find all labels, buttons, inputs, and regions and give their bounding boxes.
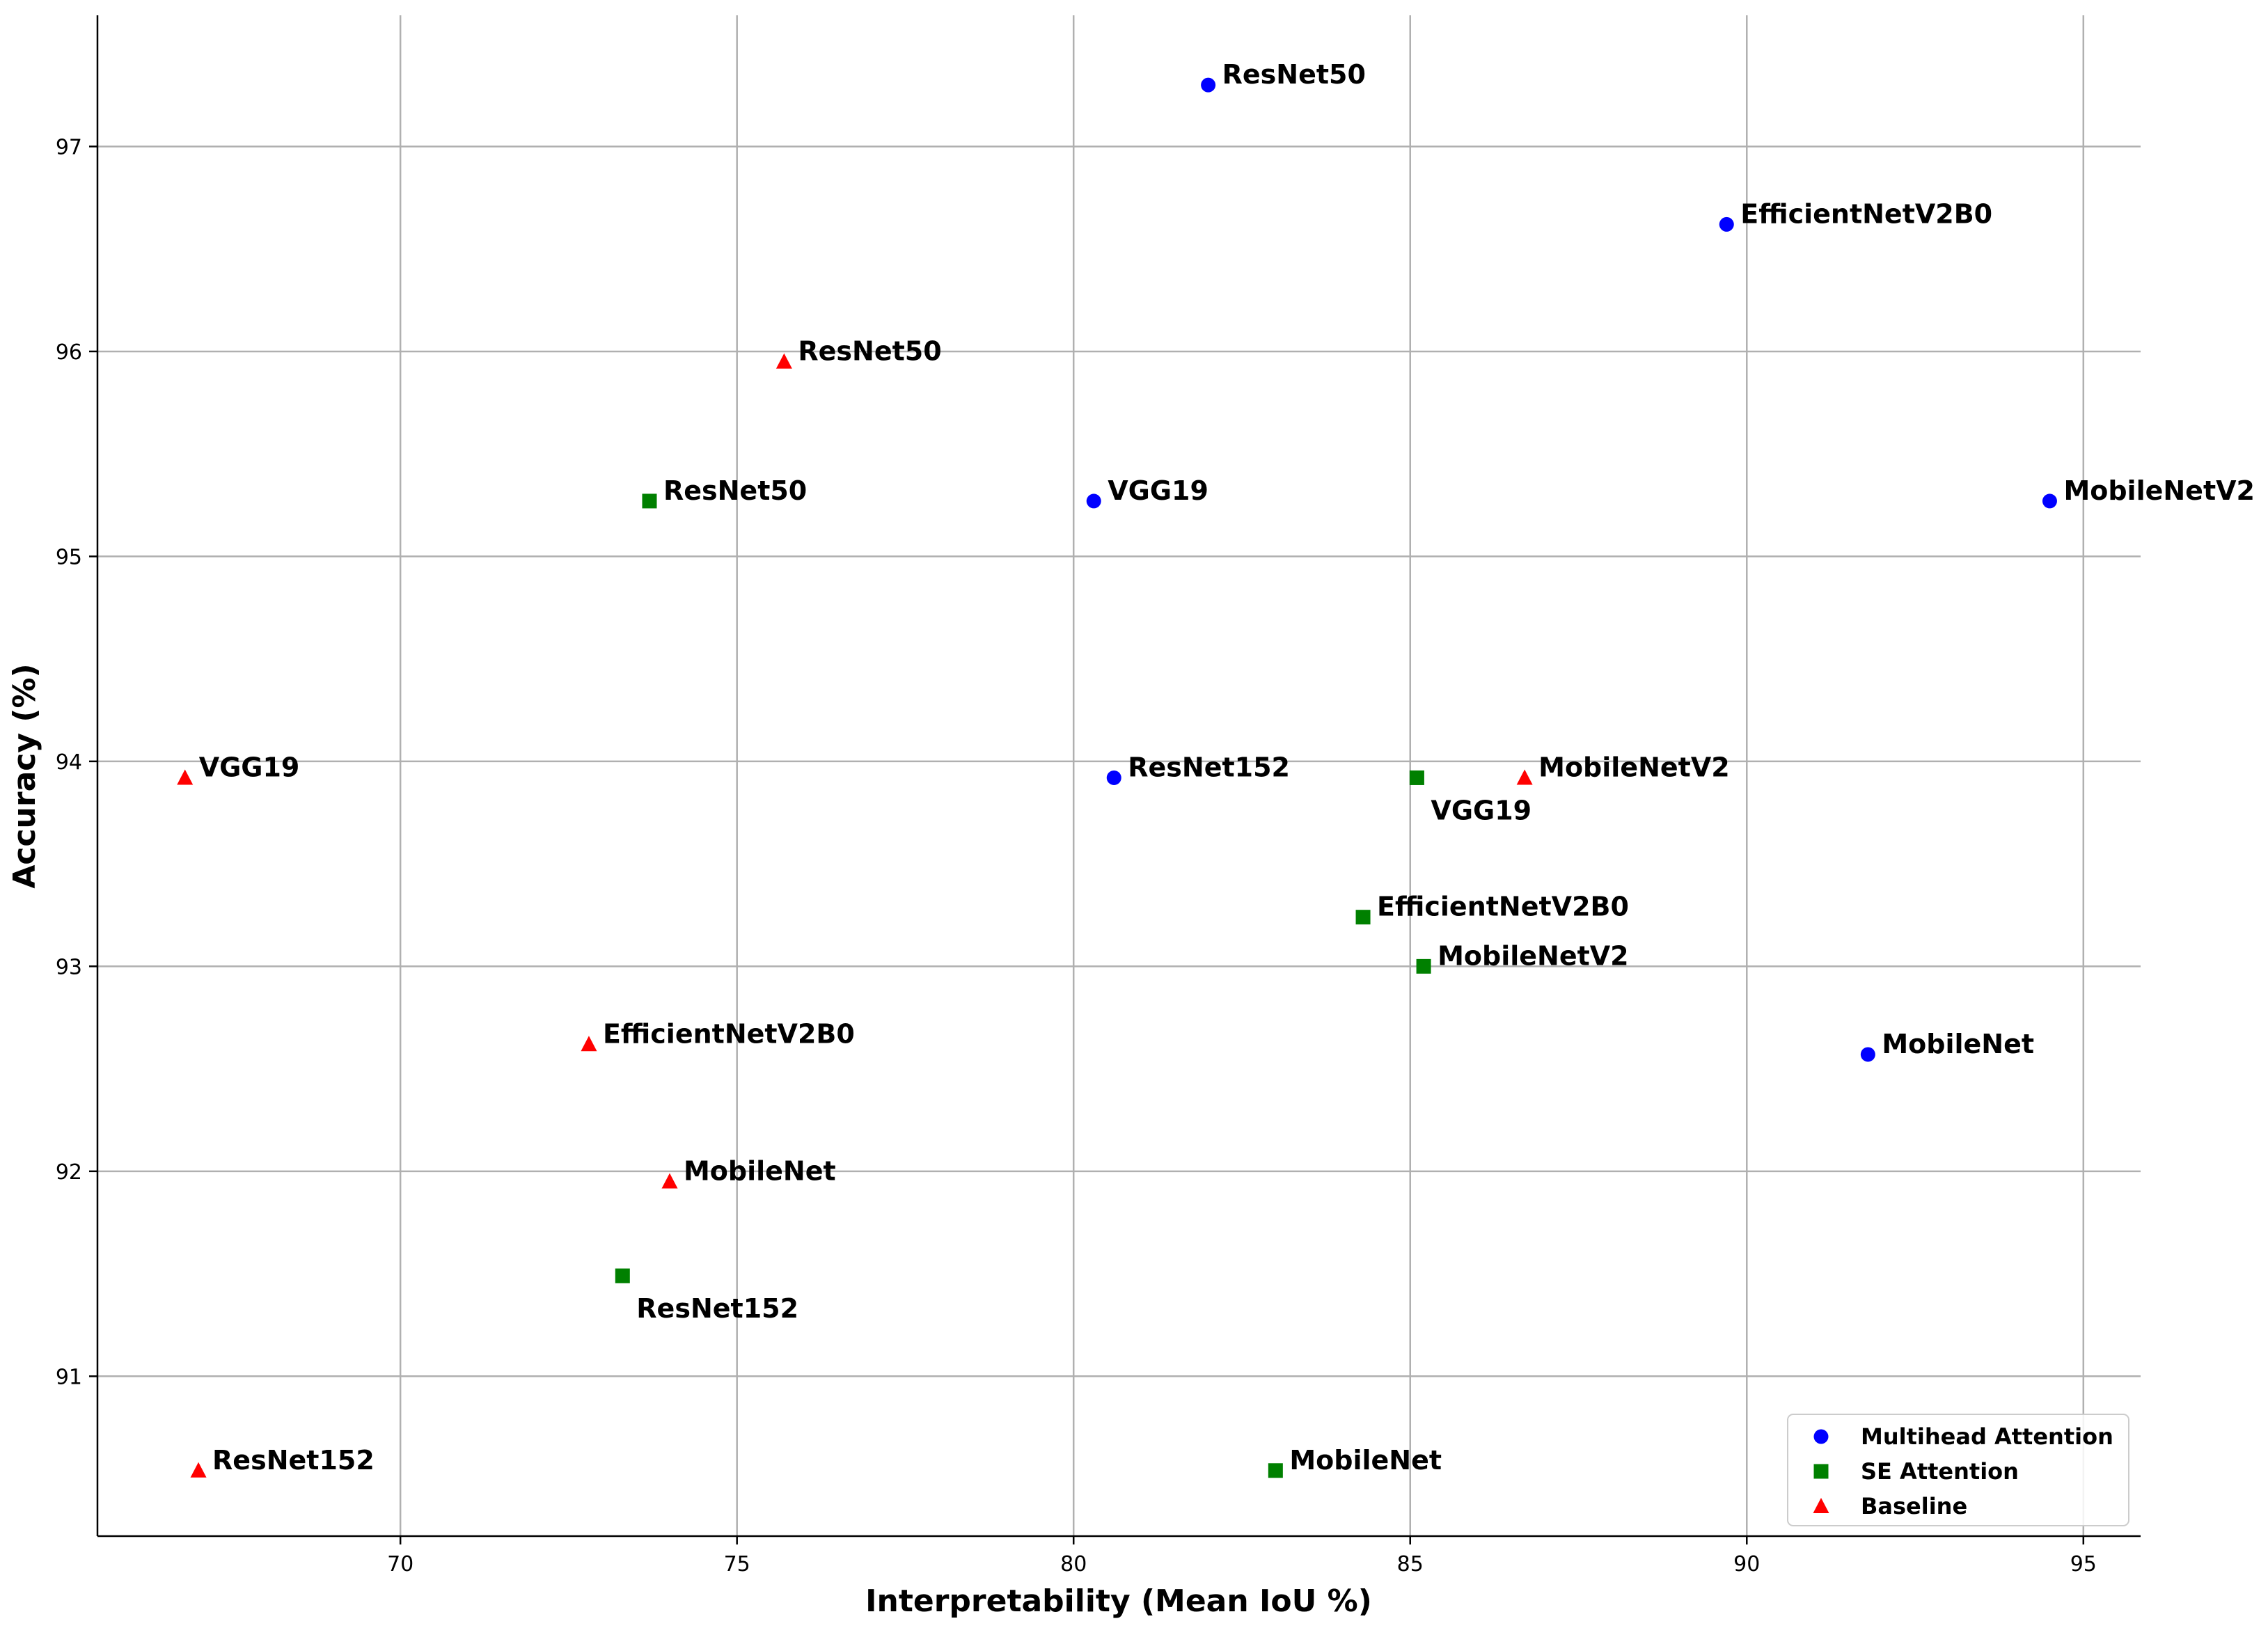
multihead-attention-point: [1719, 216, 1734, 232]
point-label: EfficientNetV2B0: [1740, 198, 1992, 229]
legend-marker-multihead-attention: [1813, 1429, 1829, 1444]
baseline-point: [1516, 769, 1533, 785]
legend-marker-baseline: [1813, 1498, 1829, 1513]
y-axis-title: Accuracy (%): [7, 663, 42, 888]
y-tick-label: 96: [56, 340, 82, 365]
x-tick-label: 70: [387, 1552, 414, 1576]
point-label: MobileNetV2: [1538, 752, 1730, 782]
baseline-point: [177, 769, 194, 785]
legend-label-baseline: Baseline: [1861, 1493, 1967, 1519]
y-tick-label: 94: [56, 750, 82, 775]
point-label: MobileNet: [1289, 1445, 1442, 1476]
legend: Multihead Attention SE Attention Baseline: [1787, 1414, 2129, 1526]
y-tick-label: 97: [56, 135, 82, 159]
se-attention-point: [642, 493, 657, 509]
point-label: ResNet152: [636, 1293, 798, 1324]
point-label: ResNet152: [212, 1445, 375, 1476]
point-label: ResNet50: [798, 336, 941, 367]
point-label: ResNet50: [663, 475, 807, 506]
point-label: EfficientNetV2B0: [1377, 892, 1629, 922]
baseline-point: [661, 1173, 678, 1189]
multihead-attention-point: [1106, 770, 1121, 785]
point-label: EfficientNetV2B0: [603, 1018, 855, 1049]
tick-labels: 70 75 80 85 90 95 91 92 93 94 95 96 97: [56, 135, 2097, 1576]
x-axis-title: Interpretability (Mean IoU %): [865, 1583, 1372, 1619]
point-label: MobileNetV2: [1438, 940, 1629, 971]
legend-label-se-attention: SE Attention: [1861, 1458, 2019, 1485]
se-attention-point: [1409, 770, 1424, 785]
point-label: MobileNet: [1882, 1029, 2034, 1059]
legend-marker-se-attention: [1813, 1464, 1829, 1479]
legend-box: [1787, 1414, 2129, 1526]
multihead-attention-point: [1086, 493, 1101, 509]
se-attention-point: [615, 1268, 630, 1283]
multihead-attention-point: [1201, 77, 1216, 93]
point-label: VGG19: [199, 752, 300, 782]
x-tick-label: 80: [1060, 1552, 1087, 1576]
y-tick-label: 91: [56, 1365, 82, 1389]
grid-lines: [97, 15, 2141, 1536]
point-label: MobileNetV2: [2063, 475, 2255, 506]
point-label: VGG19: [1108, 475, 1208, 506]
point-label: ResNet152: [1128, 752, 1290, 782]
baseline-point: [581, 1036, 597, 1052]
baseline-point: [775, 353, 792, 369]
multihead-attention-point: [2042, 493, 2057, 509]
x-tick-label: 75: [724, 1552, 750, 1576]
multihead-attention-point: [1860, 1047, 1875, 1062]
data-points: [177, 77, 2057, 1478]
se-attention-point: [1416, 958, 1431, 974]
point-label: VGG19: [1431, 795, 1531, 825]
axes: [96, 15, 2141, 1538]
y-tick-label: 92: [56, 1160, 82, 1185]
baseline-point: [190, 1462, 207, 1478]
x-tick-label: 95: [2070, 1552, 2097, 1576]
se-attention-point: [1355, 910, 1371, 925]
legend-label-multihead-attention: Multihead Attention: [1861, 1423, 2113, 1450]
x-tick-label: 90: [1733, 1552, 1760, 1576]
point-label: MobileNet: [684, 1156, 836, 1187]
y-tick-label: 95: [56, 545, 82, 569]
x-tick-label: 85: [1397, 1552, 1424, 1576]
se-attention-point: [1268, 1463, 1283, 1478]
point-label: ResNet50: [1222, 59, 1366, 90]
y-tick-label: 93: [56, 955, 82, 979]
